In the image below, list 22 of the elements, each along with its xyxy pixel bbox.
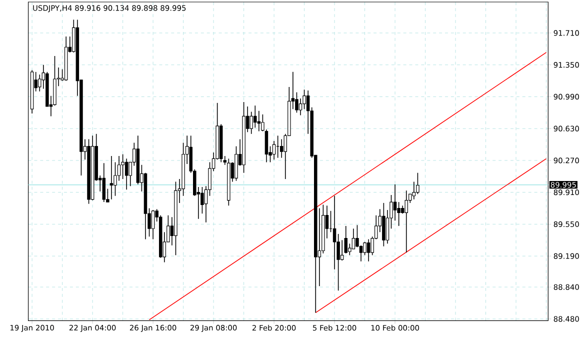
candlestick: [298, 98, 302, 116]
candlestick: [352, 228, 356, 250]
candlestick: [102, 162, 106, 203]
candlestick: [366, 239, 370, 262]
candlestick: [117, 156, 121, 182]
candlestick: [280, 138, 284, 158]
candlestick: [272, 140, 276, 160]
candlestick: [30, 70, 34, 114]
candlestick: [412, 181, 416, 200]
candlestick: [393, 184, 397, 222]
candlestick: [254, 105, 257, 128]
candlestick: [64, 36, 68, 82]
candlestick: [332, 196, 336, 270]
candlestick: [38, 74, 42, 92]
candlestick: [90, 135, 94, 201]
candlestick: [219, 124, 223, 163]
candlestick: [257, 110, 261, 132]
candlestick: [250, 112, 253, 134]
candlestick: [124, 158, 128, 190]
candlestick: [404, 190, 408, 254]
candlestick: [110, 156, 114, 200]
candlestick: [136, 135, 140, 185]
